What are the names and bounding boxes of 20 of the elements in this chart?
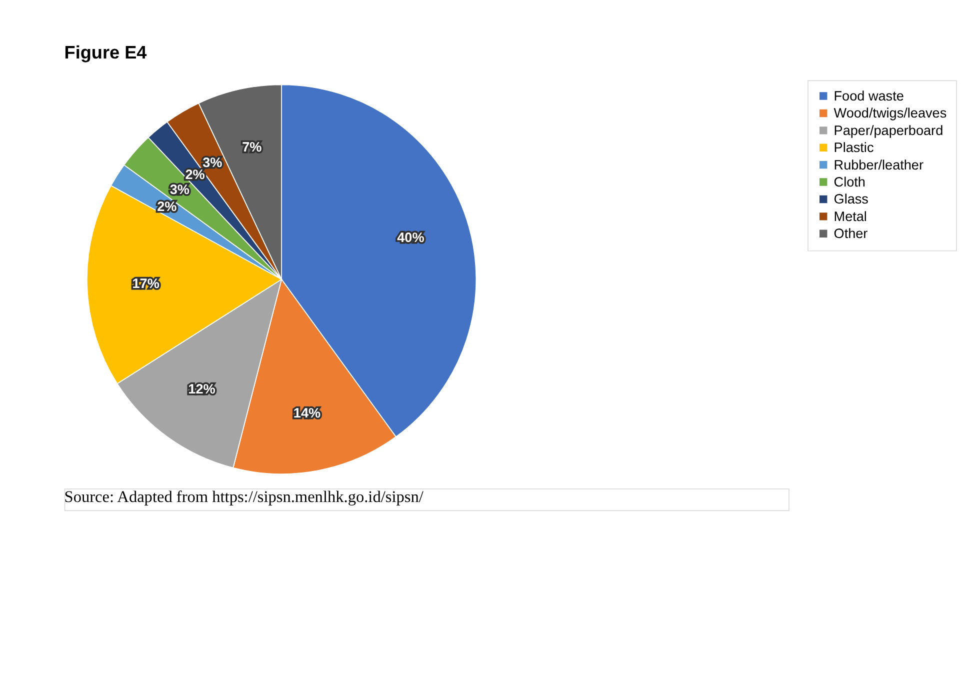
legend-label: Other xyxy=(834,226,868,242)
data-label: 12% xyxy=(188,382,216,397)
data-label: 7% xyxy=(242,139,262,154)
data-label: 3% xyxy=(202,154,222,170)
source-note: Source: Adapted from https://sipsn.menlhk.go.id/sipsn/ xyxy=(64,487,424,506)
data-label: 3% xyxy=(170,182,190,198)
data-label: 14% xyxy=(293,405,321,420)
legend-label: Cloth xyxy=(834,174,866,190)
data-label: 17% xyxy=(132,276,160,292)
legend-label: Glass xyxy=(834,192,869,207)
data-label: 2% xyxy=(185,167,205,182)
legend-label: Metal xyxy=(834,208,867,224)
legend-label: Food waste xyxy=(834,88,904,104)
data-label: 40% xyxy=(397,230,424,245)
legend-label: Wood/twigs/leaves xyxy=(834,106,947,121)
legend-label: Paper/paperboard xyxy=(834,122,944,138)
data-label: 2% xyxy=(157,199,177,214)
chart-title: Figure E4 xyxy=(64,42,147,62)
legend-label: Plastic xyxy=(834,140,874,156)
legend-label: Rubber/leather xyxy=(834,157,924,172)
